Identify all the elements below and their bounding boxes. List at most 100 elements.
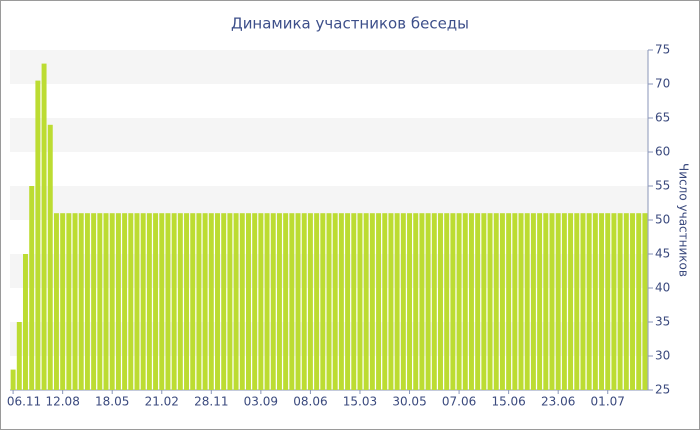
bar: [47, 124, 53, 391]
bar: [518, 213, 524, 390]
bar: [382, 213, 388, 390]
y-tick-label: 70: [655, 77, 670, 91]
bar: [208, 213, 214, 390]
y-tick-label: 40: [655, 281, 670, 295]
bar: [320, 213, 326, 390]
bar: [481, 213, 487, 390]
bar: [196, 213, 202, 390]
chart-title: Динамика участников беседы: [231, 15, 469, 33]
bar: [78, 213, 84, 390]
bar: [351, 213, 357, 390]
bar: [171, 213, 177, 390]
bar: [592, 213, 598, 390]
bar: [91, 213, 97, 390]
x-tick-label: 21.02: [145, 395, 179, 409]
bar: [524, 213, 530, 390]
bar: [586, 213, 592, 390]
bar: [530, 213, 536, 390]
y-tick-label: 60: [655, 145, 670, 159]
x-tick-label: 30.05: [392, 395, 426, 409]
y-tick-label: 30: [655, 349, 670, 363]
bar: [419, 213, 425, 390]
bar: [276, 213, 282, 390]
bar: [555, 213, 561, 390]
bar: [301, 213, 307, 390]
bar: [456, 213, 462, 390]
y-tick-label: 65: [655, 111, 670, 125]
bar: [580, 213, 586, 390]
bar: [122, 213, 128, 390]
y-tick-label: 25: [655, 383, 670, 397]
bar: [413, 213, 419, 390]
grid-band: [10, 50, 648, 84]
bar: [41, 63, 47, 390]
bar: [438, 213, 443, 390]
bar: [295, 213, 301, 390]
x-tick-label: 15.03: [343, 395, 377, 409]
bar: [617, 213, 623, 390]
bar: [568, 213, 574, 390]
bar: [611, 213, 617, 390]
bar: [499, 213, 505, 390]
bar: [134, 213, 140, 390]
bar: [190, 213, 196, 390]
bar: [153, 213, 159, 390]
bar: [574, 213, 580, 390]
bar: [425, 213, 431, 390]
bar: [400, 213, 406, 390]
bar: [450, 213, 456, 390]
bar: [338, 213, 344, 390]
bar: [177, 213, 183, 390]
bar: [512, 213, 518, 390]
x-tick-label: 06.11: [7, 395, 41, 409]
bar: [357, 213, 363, 390]
bar: [475, 213, 481, 390]
x-tick-label: 01.07: [591, 395, 625, 409]
y-tick-label: 45: [655, 247, 670, 261]
bar: [23, 254, 28, 390]
bar: [103, 213, 109, 390]
bar: [605, 213, 611, 390]
bar: [363, 213, 369, 390]
bar: [543, 213, 549, 390]
bar: [184, 213, 190, 390]
bar: [97, 213, 103, 390]
bar: [493, 213, 499, 390]
bar: [326, 213, 332, 390]
bar: [215, 213, 220, 390]
bar: [630, 213, 635, 390]
bar: [345, 213, 351, 390]
x-tick-label: 28.11: [194, 395, 228, 409]
bar: [407, 213, 413, 390]
bar: [487, 213, 493, 390]
bar: [165, 213, 171, 390]
bar: [307, 213, 313, 390]
bar: [115, 213, 121, 390]
bar: [642, 213, 648, 390]
bar: [332, 213, 338, 390]
y-tick-label: 50: [655, 213, 670, 227]
bar: [146, 213, 152, 390]
y-tick-label: 35: [655, 315, 670, 329]
bar: [431, 213, 437, 390]
bar: [35, 80, 41, 390]
x-tick-label: 07.06: [442, 395, 476, 409]
y-tick-label: 75: [655, 43, 670, 57]
y-axis-title: Число участников: [677, 163, 691, 277]
bar: [202, 213, 208, 390]
bar: [72, 213, 78, 390]
bar: [283, 213, 289, 390]
bar: [66, 213, 72, 390]
bar: [159, 213, 165, 390]
x-tick-label: 03.09: [244, 395, 278, 409]
bar: [289, 213, 295, 390]
bar: [252, 213, 258, 390]
bar: [233, 213, 239, 390]
bar: [549, 213, 555, 390]
bar: [60, 213, 66, 390]
bar: [369, 213, 375, 390]
bar: [462, 213, 468, 390]
bar: [444, 213, 450, 390]
bar: [258, 213, 264, 390]
